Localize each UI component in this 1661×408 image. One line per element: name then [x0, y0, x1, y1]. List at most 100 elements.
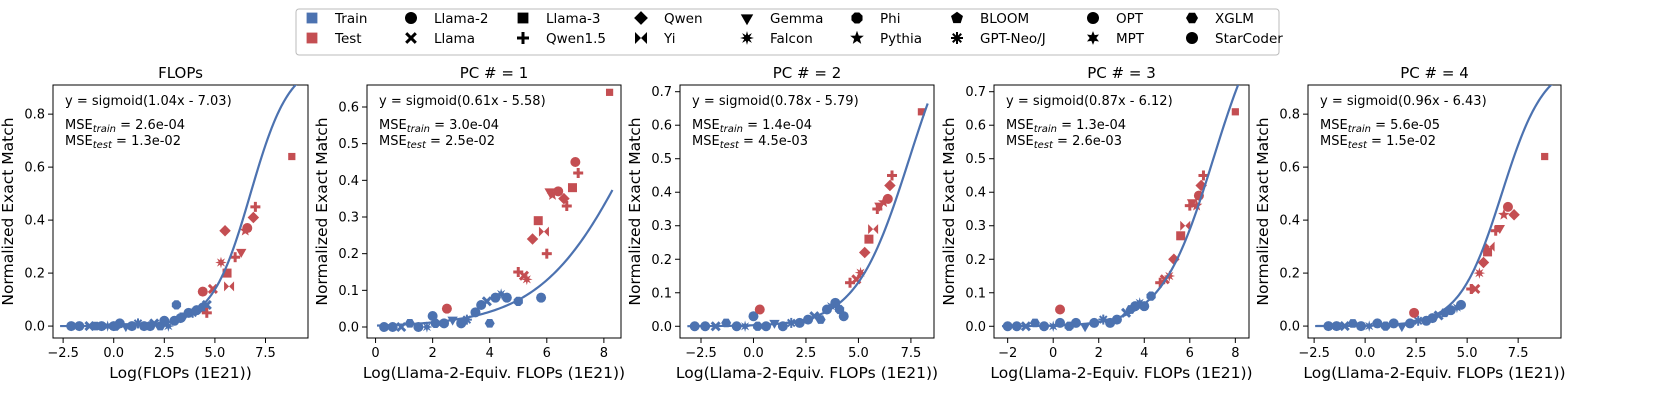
- y-tick-label: 0.8: [1279, 108, 1300, 123]
- legend-label: XGLM: [1215, 11, 1254, 27]
- sigmoid-fit-line: [687, 103, 929, 328]
- test-point: [215, 256, 227, 269]
- square-marker-icon: [306, 32, 318, 44]
- test-point: [250, 201, 261, 212]
- y-tick-label: 0.6: [24, 161, 45, 176]
- fit-equation: y = sigmoid(0.61x - 5.58): [379, 94, 546, 109]
- y-tick-label: 0.6: [965, 119, 986, 134]
- test-point: [1484, 241, 1495, 252]
- y-tick-label: 0.5: [338, 137, 359, 152]
- octagon-marker-icon: [851, 12, 863, 24]
- x-tick-label: 2.5: [1406, 346, 1427, 361]
- y-axis-label: Normalized Exact Match: [313, 117, 331, 305]
- y-tick-label: 0.0: [651, 320, 672, 335]
- plus-marker-icon: [517, 32, 529, 44]
- test-point: [573, 168, 584, 178]
- test-point: [1409, 307, 1420, 318]
- mse_train-label: MSE: [1006, 118, 1034, 133]
- mse_train-label: MSE: [65, 118, 93, 133]
- x-tick-label: 5.0: [848, 346, 869, 361]
- test-point: [887, 170, 898, 181]
- y-tick-label: 0.7: [965, 85, 986, 100]
- train-point: [1146, 291, 1156, 301]
- mse_test-label: MSE: [692, 134, 720, 149]
- square-marker-icon: [517, 12, 529, 24]
- mse_test-label: MSE: [65, 134, 93, 149]
- legend-label: Train: [334, 11, 367, 27]
- mse_train-text: MSEtrain = 5.6e-05: [1320, 118, 1440, 135]
- legend-label: BLOOM: [980, 11, 1029, 27]
- legend-entry-bloom: BLOOM: [951, 11, 1029, 27]
- mse_test-text: MSEtest = 1.3e-02: [65, 134, 181, 151]
- sigmoid-fit-line: [1315, 85, 1553, 328]
- legend: Train Test Llama-2 Llama Llama-3 Qwen1.5 Qwen Y…: [295, 8, 1283, 56]
- test-point: [1231, 108, 1239, 116]
- x-tick-label: 5.0: [205, 346, 226, 361]
- legend-entry-starcoder: StarCoder: [1186, 31, 1283, 47]
- legend-label: GPT-Neo/J: [980, 31, 1046, 47]
- mse_train-value: = 5.6e-05: [1371, 118, 1440, 133]
- x-tick-label: 2.5: [796, 346, 817, 361]
- train-point: [838, 311, 849, 322]
- y-axis-label: Normalized Exact Match: [626, 117, 644, 305]
- test-point: [570, 157, 581, 167]
- chart-title: PC # = 4: [1400, 64, 1469, 82]
- y-tick-label: 0.4: [1279, 214, 1300, 229]
- legend-entry-yi: Yi: [635, 31, 676, 47]
- train-point: [427, 311, 438, 321]
- plot-content: [687, 103, 929, 333]
- x-tick-label: 7.5: [901, 346, 922, 361]
- legend-label: Qwen: [664, 11, 703, 27]
- bowtie-marker-icon: [635, 32, 647, 44]
- mse_train-text: MSEtrain = 2.6e-04: [65, 118, 185, 135]
- asterisk-marker-icon: [951, 32, 963, 44]
- test-point: [567, 183, 577, 193]
- legend-frame: [295, 8, 1280, 56]
- test-point: [561, 201, 572, 211]
- x-tick-label: −2.5: [47, 346, 79, 361]
- circle-marker-icon: [405, 12, 417, 24]
- y-axis-label: Normalized Exact Match: [1254, 117, 1272, 305]
- y-tick-label: 0.3: [338, 211, 359, 226]
- x-tick-label: 0: [371, 346, 379, 361]
- test-point: [538, 226, 549, 237]
- plot-content: [60, 85, 298, 333]
- mse_train-text: MSEtrain = 3.0e-04: [379, 118, 499, 135]
- train-point: [815, 315, 826, 324]
- test-point: [1190, 199, 1203, 211]
- panels: FLOPs−2.5 0.0 2.5 5.0 7.50.00.20.40.60.8Log(…: [0, 64, 1566, 382]
- legend-entry-qwen: Qwen: [634, 11, 703, 27]
- y-axis-label: Normalized Exact Match: [940, 117, 958, 305]
- test-point: [1494, 225, 1505, 235]
- test-point: [288, 152, 296, 161]
- y-tick-label: 0.3: [651, 219, 672, 234]
- train-point: [1372, 318, 1383, 329]
- y-tick-label: 0.6: [651, 119, 672, 134]
- legend-entry-xglm: XGLM: [1186, 11, 1254, 27]
- star5-marker-icon: [850, 30, 864, 44]
- mse_train-label: MSE: [692, 118, 720, 133]
- fit-annotation: y = sigmoid(0.96x - 6.43) MSEtrain = 5.6e…: [1320, 94, 1487, 151]
- legend-label: Llama-3: [546, 11, 600, 27]
- legend-label: OPT: [1116, 11, 1144, 27]
- test-point: [1508, 209, 1520, 221]
- x-tick-label: −2.5: [685, 346, 717, 361]
- mse_test-subscript: test: [1348, 140, 1368, 151]
- y-tick-label: 0.5: [651, 152, 672, 167]
- legend-label: Test: [334, 31, 362, 47]
- y-tick-label: 0.1: [965, 286, 986, 301]
- fit-equation: y = sigmoid(0.87x - 6.12): [1006, 94, 1173, 109]
- test-point: [224, 281, 235, 292]
- mse_train-subscript: train: [720, 124, 743, 135]
- star6-marker-icon: [1087, 31, 1099, 45]
- plot-content: [376, 88, 614, 333]
- fit-annotation: y = sigmoid(1.04x - 7.03) MSEtrain = 2.6e…: [65, 94, 232, 151]
- y-tick-label: 0.7: [651, 85, 672, 100]
- test-point: [533, 216, 543, 226]
- test-point: [882, 193, 893, 204]
- y-tick-label: 0.4: [965, 186, 986, 201]
- y-tick-label: 0.2: [651, 253, 672, 268]
- mse_train-value: = 3.0e-04: [430, 118, 499, 133]
- test-point: [877, 196, 890, 208]
- chart-title: PC # = 2: [773, 64, 842, 82]
